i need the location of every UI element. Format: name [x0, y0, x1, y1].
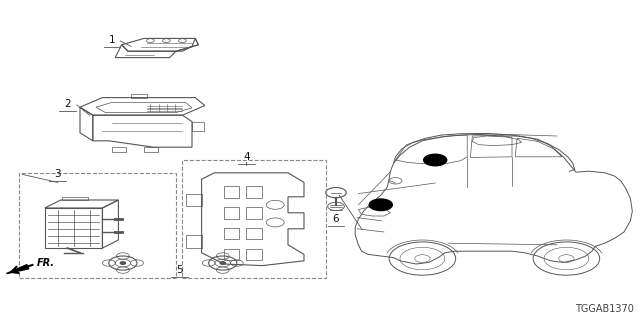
Bar — [224, 207, 239, 219]
Bar — [192, 122, 204, 131]
Text: FR.: FR. — [37, 258, 55, 268]
Text: TGGAB1370: TGGAB1370 — [575, 304, 634, 314]
Bar — [182, 160, 326, 278]
Polygon shape — [6, 265, 29, 274]
Bar — [62, 197, 88, 200]
Text: 5: 5 — [176, 265, 182, 276]
Text: 1: 1 — [109, 35, 115, 45]
Bar — [112, 147, 126, 152]
Text: 6: 6 — [333, 214, 339, 224]
Bar — [19, 173, 176, 278]
Text: 3: 3 — [54, 169, 61, 180]
Bar — [131, 94, 147, 98]
Circle shape — [220, 262, 225, 264]
Circle shape — [120, 262, 125, 264]
Circle shape — [424, 154, 447, 166]
Bar — [144, 147, 158, 152]
Bar — [224, 228, 239, 239]
Text: 4: 4 — [243, 152, 250, 162]
Bar — [246, 228, 262, 239]
Circle shape — [369, 199, 392, 211]
Bar — [224, 249, 239, 260]
Text: 2: 2 — [64, 99, 70, 109]
Bar — [246, 207, 262, 219]
Bar — [224, 186, 239, 198]
Bar — [246, 249, 262, 260]
Bar — [246, 186, 262, 198]
